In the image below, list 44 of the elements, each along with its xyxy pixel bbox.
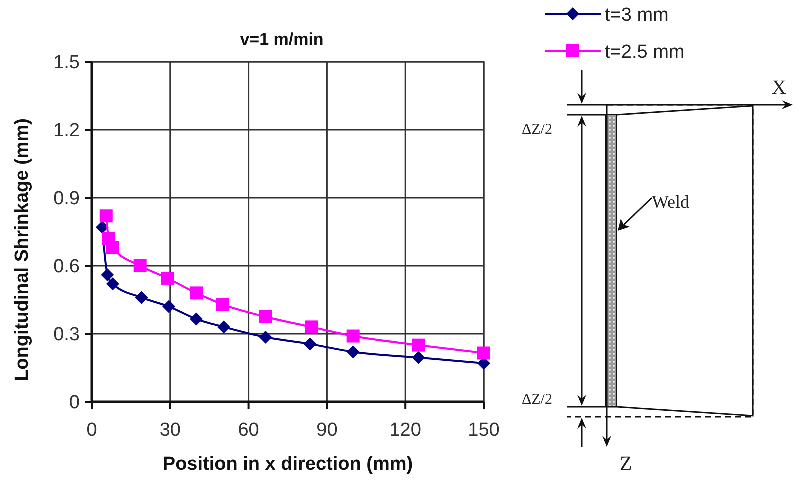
point — [259, 310, 272, 324]
x-axis-title: Position in x direction (mm) — [162, 454, 414, 475]
text: X — [772, 77, 787, 99]
point — [346, 330, 360, 343]
point — [259, 330, 272, 344]
x-tick-label: 120 — [390, 420, 422, 441]
text: Weld — [652, 192, 690, 212]
text: ΔZ/2 — [522, 392, 552, 408]
y-tick-label: 0.9 — [54, 188, 80, 210]
point — [412, 351, 426, 364]
point — [101, 268, 114, 282]
x-tick-label: 150 — [468, 420, 500, 441]
point — [106, 241, 120, 254]
point — [216, 298, 230, 312]
point — [162, 300, 176, 314]
point — [135, 291, 148, 304]
point — [161, 272, 174, 285]
x-tick-label: 0 — [86, 420, 98, 441]
text: Z — [620, 453, 632, 475]
y-tick-label: 0.3 — [54, 324, 80, 346]
chart-title: v=1 m/min — [240, 30, 324, 49]
point — [217, 320, 230, 334]
y-tick-label: 1.2 — [54, 120, 80, 142]
point — [106, 278, 120, 291]
y-axis-title: Longitudinal Shrinkage (mm) — [12, 118, 33, 382]
text: ΔZ/2 — [522, 122, 552, 138]
y-tick-label: 0.6 — [54, 256, 80, 278]
point — [100, 210, 113, 223]
point — [134, 260, 147, 272]
y-tick-label: 1.5 — [54, 52, 80, 74]
x-tick-label: 30 — [160, 420, 181, 441]
point — [190, 286, 204, 300]
point — [304, 338, 317, 351]
legend-label: t=2.5 mm — [605, 42, 685, 63]
legend-label: t=3 mm — [605, 5, 669, 26]
x-tick-label: 90 — [316, 420, 338, 441]
point — [346, 346, 360, 359]
y-tick-label: 0 — [69, 392, 80, 414]
point — [96, 220, 109, 234]
point — [412, 338, 426, 352]
x-tick-label: 60 — [238, 420, 260, 441]
point — [305, 320, 318, 334]
point — [478, 346, 490, 360]
point — [190, 312, 204, 326]
